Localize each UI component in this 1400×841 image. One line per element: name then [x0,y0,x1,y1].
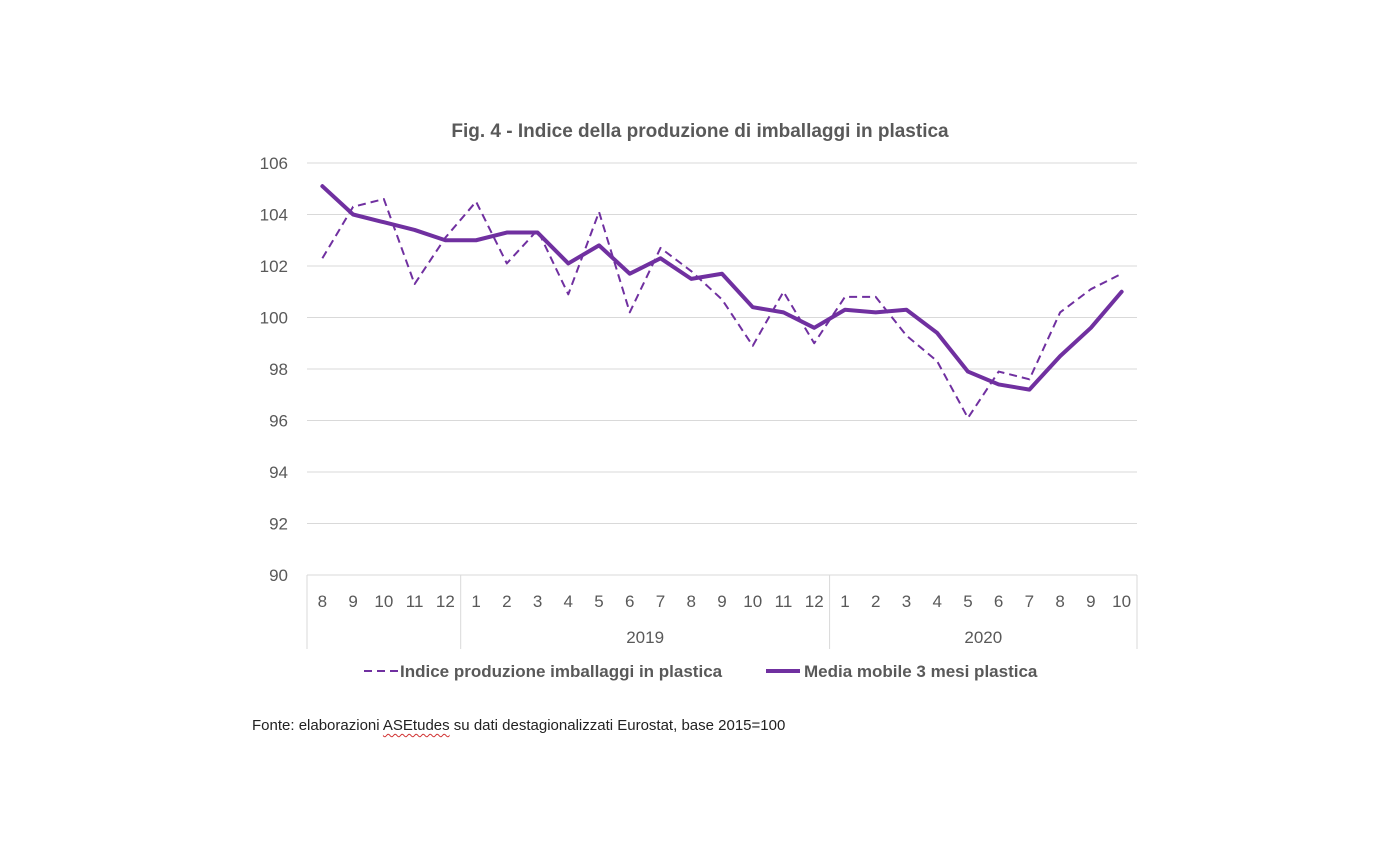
x-tick-label: 9 [348,592,357,611]
x-tick-label: 6 [625,592,634,611]
x-tick-label: 10 [374,592,393,611]
legend: Indice produzione imballaggi in plastica… [364,662,1038,681]
x-group-label: 2019 [626,628,664,647]
series-line-2 [320,184,1124,392]
x-tick-label: 2 [871,592,880,611]
x-tick-label: 10 [743,592,762,611]
x-tick-label: 5 [963,592,972,611]
x-tick-label: 1 [471,592,480,611]
legend-label-1: Indice produzione imballaggi in plastica [400,662,723,681]
y-tick-label: 92 [269,515,288,534]
x-tick-label: 10 [1112,592,1131,611]
y-tick-label: 100 [260,309,288,328]
x-tick-label: 4 [932,592,941,611]
series-line-1 [321,198,1123,419]
source-prefix: Fonte: elaborazioni [252,717,383,734]
x-tick-label: 2 [502,592,511,611]
x-tick-label: 3 [902,592,911,611]
y-tick-label: 102 [260,257,288,276]
x-tick-label: 11 [406,592,424,611]
source-highlight: ASEtudes [382,717,450,734]
y-tick-label: 94 [269,463,288,482]
source-suffix: su dati destagionalizzati Eurostat, base… [449,717,786,734]
y-tick-label: 96 [269,412,288,431]
y-axis: 106 104 102 100 98 96 94 92 90 [260,154,288,585]
chart-title: Fig. 4 - Indice della produzione di imba… [451,121,949,142]
x-tick-label: 7 [1025,592,1034,611]
x-tick-label: 5 [594,592,603,611]
y-tick-label: 104 [260,206,288,225]
x-tick-label: 8 [687,592,696,611]
x-tick-label: 11 [775,592,793,611]
x-tick-label: 8 [318,592,327,611]
x-tick-label: 9 [717,592,726,611]
x-tick-label: 8 [1055,592,1064,611]
source-note: Fonte: elaborazioni ASEtudes su dati des… [252,717,785,734]
y-tick-label: 106 [260,154,288,173]
x-tick-label: 6 [994,592,1003,611]
x-tick-label: 3 [533,592,542,611]
y-tick-label: 90 [269,566,288,585]
x-tick-label: 12 [436,592,455,611]
x-group-label: 2020 [964,628,1002,647]
gridlines [307,162,1137,524]
y-tick-label: 98 [269,360,288,379]
x-tick-label: 7 [656,592,665,611]
plot-area [320,184,1124,419]
x-tick-label: 4 [564,592,573,611]
x-tick-label: 1 [840,592,849,611]
legend-label-2: Media mobile 3 mesi plastica [804,662,1038,681]
x-tick-label: 12 [805,592,824,611]
x-tick-label: 9 [1086,592,1095,611]
